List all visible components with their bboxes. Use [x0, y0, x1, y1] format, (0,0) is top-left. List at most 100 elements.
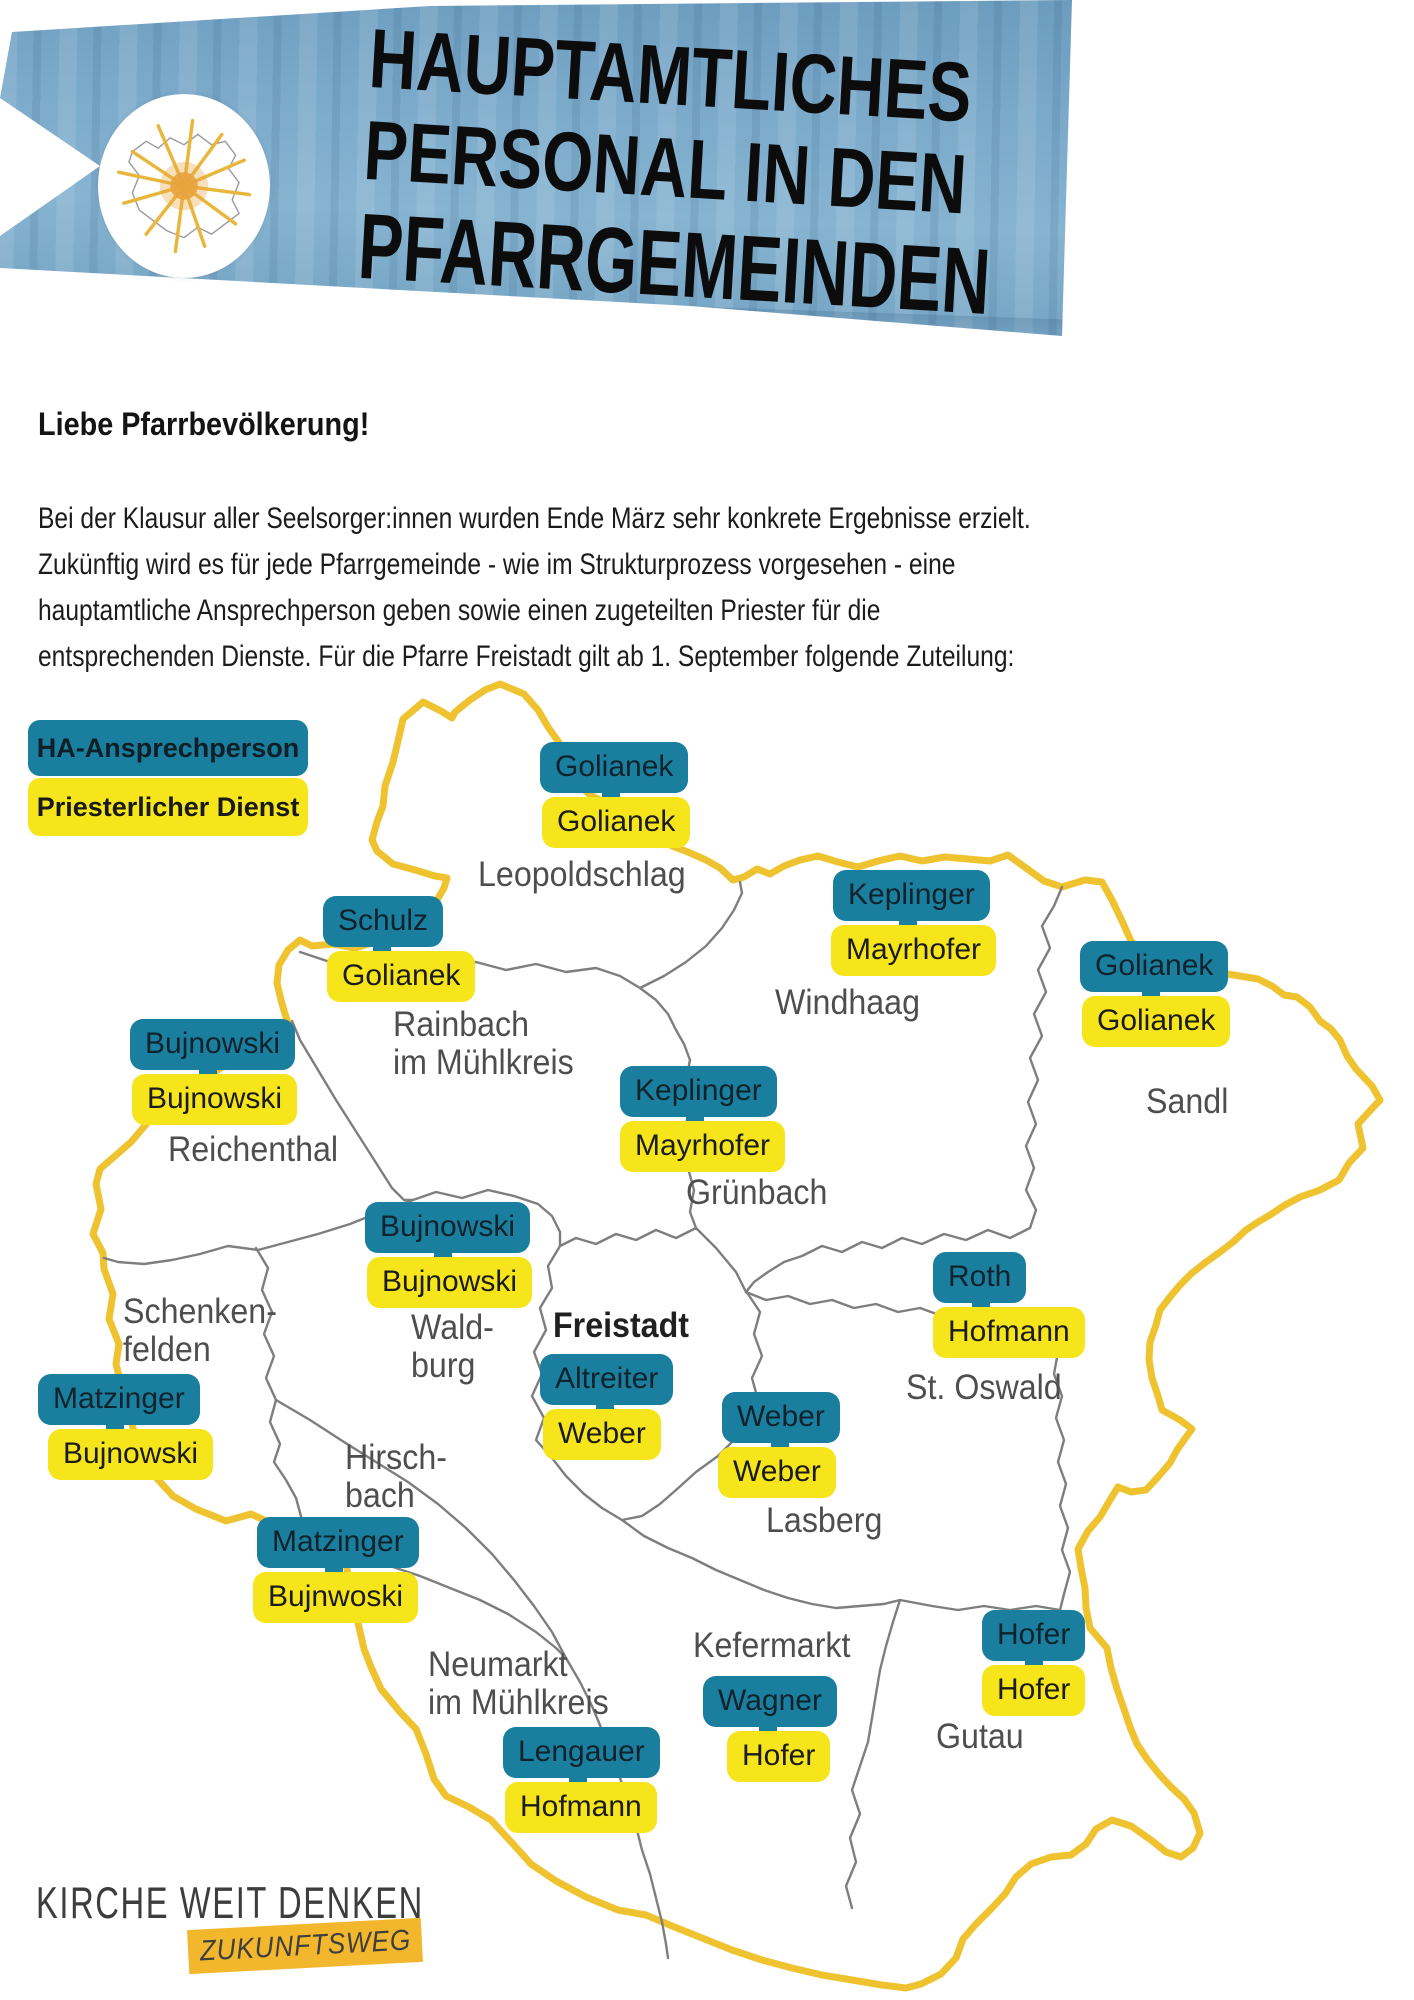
priest-chip: Weber [718, 1447, 836, 1498]
priest-name: Bujnowski [382, 1265, 518, 1298]
priest-name: Mayrhofer [635, 1129, 771, 1162]
ha-name: Keplinger [848, 878, 975, 911]
ha-chip: Golianek [1080, 941, 1229, 1001]
place-name-line: bach [345, 1476, 415, 1515]
ha-chip: Keplinger [620, 1066, 777, 1126]
ha-name: Roth [948, 1260, 1012, 1293]
parish-assignment: Altreiter Weber [540, 1354, 674, 1460]
ha-name: Golianek [1095, 949, 1214, 982]
priest-chip: Golianek [327, 951, 476, 1002]
place-name-line: burg [411, 1346, 476, 1385]
ha-name: Hofer [997, 1618, 1071, 1651]
ha-name: Matzinger [53, 1382, 185, 1415]
place-name: Sandl [1146, 1083, 1228, 1121]
place-name-line: Rainbach [393, 1005, 530, 1044]
priest-chip: Golianek [542, 797, 691, 848]
place-name-line: Hirsch- [345, 1438, 447, 1477]
intro-line: entsprechenden Dienste. Für die Pfarre F… [38, 640, 1015, 673]
ha-chip: Bujnowski [365, 1202, 531, 1262]
ha-name: Lengauer [518, 1735, 645, 1768]
ha-chip: Wagner [703, 1676, 837, 1736]
place-name-line: Reichenthal [168, 1130, 339, 1169]
zukunftsweg-text: ZUKUNFTSWEG [198, 1923, 412, 1968]
ha-chip: Bujnowski [130, 1019, 296, 1079]
kirche-weit-denken-logo: KIRCHE WEIT DENKEN ZUKUNFTSWEG [28, 1856, 434, 1976]
priest-name: Golianek [342, 959, 461, 992]
place-name: Leopoldschlag [478, 856, 686, 894]
parish-assignment: Keplinger Mayrhofer [831, 870, 997, 976]
priest-chip: Hofmann [505, 1782, 657, 1833]
parish-assignment: Keplinger Mayrhofer [620, 1066, 786, 1172]
place-name-line: Freistadt [553, 1306, 689, 1345]
place-name-line: Sandl [1146, 1082, 1229, 1121]
priest-name: Mayrhofer [846, 933, 982, 966]
ha-chip: Roth [933, 1252, 1027, 1312]
place-name-line: Wald- [411, 1308, 494, 1347]
ha-chip: Lengauer [503, 1727, 660, 1787]
priest-chip: Bujnowski [48, 1429, 214, 1480]
priest-chip: Bujnwoski [253, 1572, 419, 1623]
parish-assignment: Bujnowski Bujnowski [130, 1019, 298, 1125]
place-name: Lasberg [766, 1502, 882, 1540]
parish-roads-map-icon [116, 118, 252, 254]
priest-chip: Hofer [982, 1665, 1086, 1716]
place-name-line: Windhaag [775, 983, 921, 1022]
greeting-heading: Liebe Pfarrbevölkerung! [38, 406, 370, 442]
parish-assignment: Hofer Hofer [982, 1610, 1086, 1716]
parish-assignment: Bujnowski Bujnowski [365, 1202, 533, 1308]
parish-assignment: Weber Weber [718, 1392, 840, 1498]
place-name-line: felden [123, 1330, 211, 1369]
priest-name: Bujnowski [147, 1082, 283, 1115]
intro-line: Zukünftig wird es für jede Pfarrgemeinde… [38, 548, 956, 581]
priest-name: Hofer [997, 1673, 1071, 1706]
place-name: Kefermarkt [693, 1627, 850, 1665]
priest-chip: Weber [543, 1409, 661, 1460]
ha-chip: Golianek [540, 742, 689, 802]
place-name-line: Lasberg [766, 1501, 883, 1540]
parish-assignment: Lengauer Hofmann [503, 1727, 660, 1833]
priest-chip: Bujnowski [367, 1257, 533, 1308]
priest-name: Golianek [1097, 1004, 1216, 1037]
place-name: Wald-burg [411, 1309, 494, 1385]
parish-assignment: Golianek Golianek [1080, 941, 1231, 1047]
legend-priesterlicher-dienst: Priesterlicher Dienst [28, 778, 308, 836]
place-name: Reichenthal [168, 1131, 338, 1169]
place-name: Gutau [936, 1718, 1024, 1756]
priest-name: Hofmann [520, 1790, 642, 1823]
priest-chip: Mayrhofer [620, 1121, 786, 1172]
place-name: Neumarkt im Mühlkreis [428, 1646, 609, 1722]
ha-name: Schulz [338, 904, 429, 937]
place-name: Grünbach [686, 1174, 827, 1212]
ha-name: Keplinger [635, 1074, 762, 1107]
ha-name: Altreiter [555, 1362, 659, 1395]
place-name: Windhaag [775, 984, 920, 1022]
ha-name: Matzinger [272, 1525, 404, 1558]
ha-name: Bujnowski [380, 1210, 516, 1243]
priest-chip: Mayrhofer [831, 925, 997, 976]
place-name-line: im Mühlkreis [393, 1043, 574, 1082]
priest-chip: Hofmann [933, 1307, 1085, 1358]
priest-name: Weber [733, 1455, 821, 1488]
map-outer-border [89, 680, 1384, 1992]
parish-assignment: Matzinger Bujnowski [38, 1374, 214, 1480]
parish-assignment: Matzinger Bujnwoski [253, 1517, 419, 1623]
priest-name: Bujnwoski [268, 1580, 404, 1613]
parish-assignment: Wagner Hofer [703, 1676, 837, 1782]
place-name-line: Neumarkt [428, 1645, 568, 1684]
parish-assignment: Schulz Golianek [323, 896, 476, 1002]
ha-name: Wagner [718, 1684, 822, 1717]
place-name: Schenken-felden [123, 1293, 277, 1369]
priest-chip: Golianek [1082, 996, 1231, 1047]
place-name-line: Kefermarkt [693, 1626, 851, 1665]
place-name-line: St. Oswald [906, 1368, 1062, 1407]
priest-name: Bujnowski [63, 1437, 199, 1470]
place-name: Freistadt [553, 1307, 689, 1345]
ha-name: Golianek [555, 750, 674, 783]
ha-name: Weber [737, 1400, 825, 1433]
place-name-line: Schenken- [123, 1292, 277, 1331]
ha-chip: Keplinger [833, 870, 990, 930]
place-name: Hirsch-bach [345, 1439, 447, 1515]
ha-chip: Matzinger [38, 1374, 200, 1434]
legend-ha-ansprechperson: HA-Ansprechperson [28, 720, 308, 776]
